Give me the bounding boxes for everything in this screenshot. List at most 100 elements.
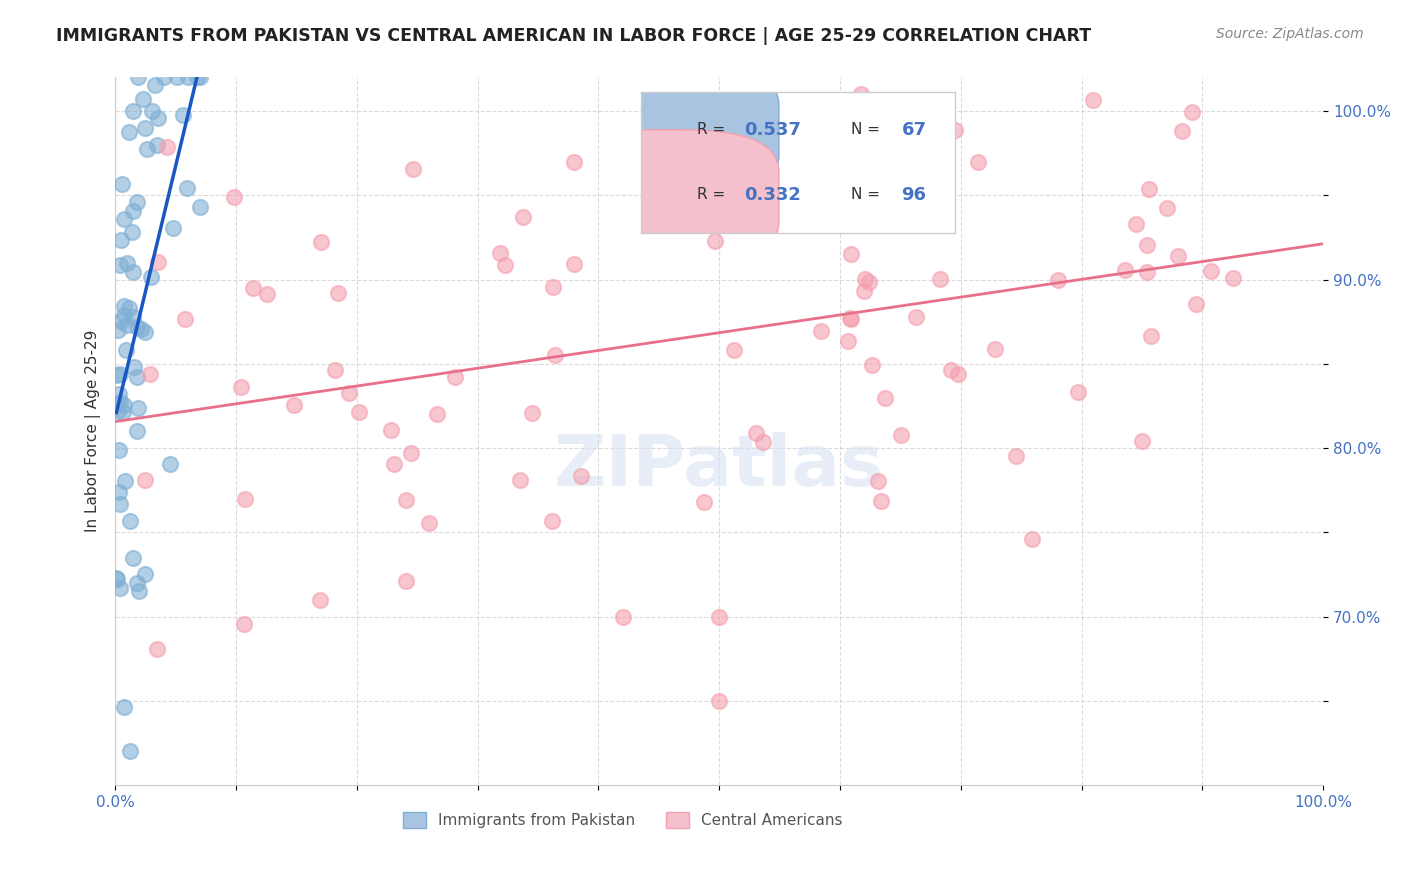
Point [159,457,181,471]
Point [849,87,872,102]
Point [1140,328,1163,343]
Point [122,550,145,565]
Point [162,221,184,235]
Point [110,313,132,327]
Point [426,408,449,422]
Point [118,514,141,528]
Point [943,123,966,137]
Point [156,140,179,154]
Point [347,405,370,419]
Point [111,405,134,419]
Point [967,154,990,169]
Point [946,368,969,382]
Point [108,485,131,500]
Point [745,425,768,440]
Point [402,161,425,176]
Point [107,404,129,418]
Point [107,368,129,383]
Point [905,117,928,131]
Point [188,200,211,214]
Point [904,310,927,324]
Point [112,700,135,714]
Point [143,78,166,93]
Point [860,358,883,372]
Point [544,348,567,362]
Point [883,192,905,206]
Point [283,399,305,413]
Point [868,475,890,489]
Point [110,233,132,247]
Point [703,234,725,248]
Point [105,397,128,411]
Point [1067,385,1090,400]
Point [810,324,832,338]
Point [520,406,543,420]
Point [380,423,402,437]
Point [858,275,880,289]
Point [118,301,141,316]
Point [612,609,634,624]
Point [328,285,350,300]
Point [839,247,862,261]
Point [984,342,1007,356]
Point [134,473,156,487]
Point [723,343,745,357]
Point [443,370,465,384]
Point [176,180,198,194]
Point [562,257,585,271]
Text: Source: ZipAtlas.com: Source: ZipAtlas.com [1216,27,1364,41]
Point [418,516,440,531]
Point [115,343,138,358]
Point [127,424,149,438]
Point [134,120,156,135]
Point [148,111,170,125]
Point [115,318,138,333]
Point [138,368,160,382]
Point [108,387,131,401]
Point [752,434,775,449]
Point [121,310,143,325]
Point [121,226,143,240]
Point [730,128,752,143]
Point [873,391,896,405]
Point [186,70,208,85]
Legend: Immigrants from Pakistan, Central Americans: Immigrants from Pakistan, Central Americ… [396,805,848,834]
Point [114,475,136,489]
Point [122,265,145,279]
Point [108,497,131,511]
Point [134,326,156,340]
Point [141,270,163,285]
Point [229,379,252,393]
Point [1181,104,1204,119]
Point [395,492,418,507]
Point [131,321,153,335]
Point [110,581,132,595]
Point [889,137,911,152]
Point [172,108,194,122]
Point [853,284,876,298]
Point [382,457,405,471]
Point [125,370,148,384]
Point [1185,297,1208,311]
Point [111,177,134,191]
Point [1199,264,1222,278]
Point [122,203,145,218]
Point [682,187,704,202]
Point [1136,238,1159,252]
Point [1136,265,1159,279]
Point [569,469,592,483]
Point [127,401,149,416]
Point [124,360,146,375]
Point [509,473,531,487]
Point [562,154,585,169]
Point [188,70,211,85]
Point [108,395,131,409]
Point [1171,124,1194,138]
Point [146,255,169,269]
Point [337,385,360,400]
Point [146,137,169,152]
Point [839,312,862,326]
Point [488,246,510,260]
Point [115,256,138,270]
Point [118,124,141,138]
